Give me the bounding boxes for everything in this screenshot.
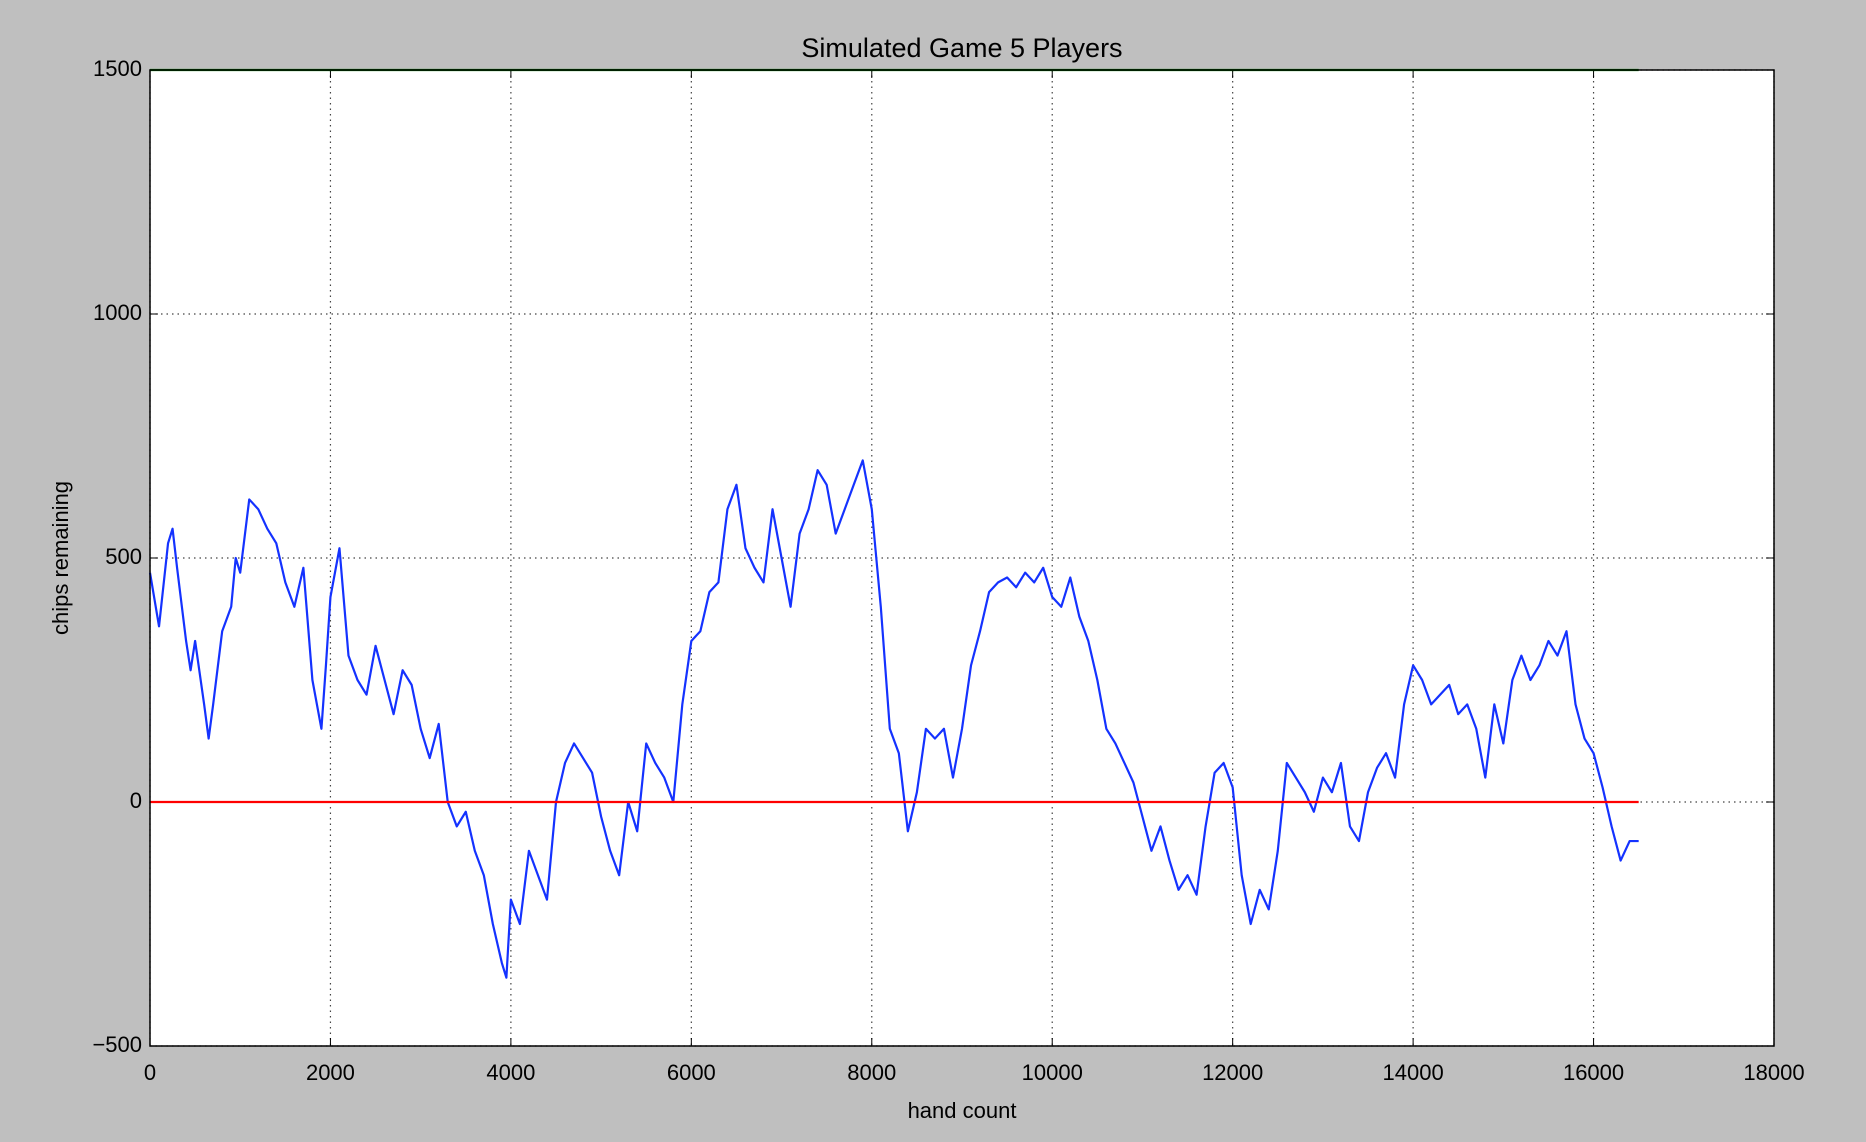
y-tick-label: −500 xyxy=(92,1032,142,1057)
x-tick-label: 14000 xyxy=(1383,1060,1444,1085)
y-tick-label: 1000 xyxy=(93,300,142,325)
y-tick-label: 0 xyxy=(130,788,142,813)
x-tick-label: 6000 xyxy=(667,1060,716,1085)
y-axis-label: chips remaining xyxy=(48,481,73,635)
x-tick-label: 10000 xyxy=(1022,1060,1083,1085)
x-axis-label: hand count xyxy=(908,1098,1017,1123)
y-tick-label: 500 xyxy=(105,544,142,569)
x-tick-label: 16000 xyxy=(1563,1060,1624,1085)
x-tick-label: 2000 xyxy=(306,1060,355,1085)
x-tick-label: 4000 xyxy=(486,1060,535,1085)
y-tick-label: 1500 xyxy=(93,56,142,81)
plot-area xyxy=(150,70,1774,1046)
x-tick-label: 12000 xyxy=(1202,1060,1263,1085)
axes-frame xyxy=(149,69,1775,1047)
chart-title: Simulated Game 5 Players xyxy=(801,33,1122,63)
data-line xyxy=(148,459,1639,979)
x-tick-label: 8000 xyxy=(847,1060,896,1085)
x-tick-label: 18000 xyxy=(1743,1060,1804,1085)
x-tick-label: 0 xyxy=(144,1060,156,1085)
